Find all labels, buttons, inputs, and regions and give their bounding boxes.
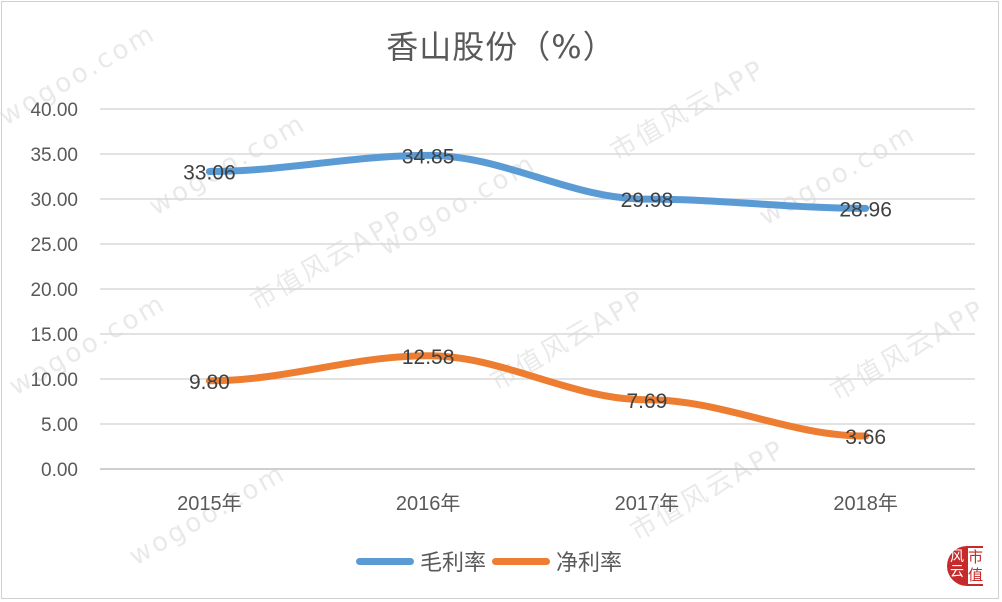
data-label: 9.80	[189, 371, 230, 394]
data-labels: 33.06 34.85 29.98 28.96 9.80 12.58 7.69 3.66	[183, 145, 892, 449]
y-tick-label: 40.00	[30, 100, 78, 121]
y-tick-label: 15.00	[30, 325, 78, 346]
data-label: 12.58	[402, 346, 455, 369]
legend-label: 净利率	[556, 551, 623, 576]
legend-label: 毛利率	[420, 551, 487, 576]
x-tick-label: 2017年	[615, 492, 680, 515]
legend: 毛利率 净利率	[356, 546, 628, 576]
legend-swatch-blue	[356, 557, 414, 565]
legend-item-gross-margin[interactable]: 毛利率	[356, 545, 486, 577]
series-lines	[205, 151, 870, 440]
data-label: 29.98	[621, 189, 674, 212]
y-tick-label: 0.00	[41, 460, 78, 481]
y-tick-label: 20.00	[30, 280, 78, 301]
data-label: 3.66	[845, 426, 886, 449]
data-label: 28.96	[839, 198, 892, 221]
chart-title: 香山股份（%）	[386, 28, 616, 66]
x-axis-ticks: 2015年 2016年 2017年 2018年	[177, 492, 898, 515]
data-label: 34.85	[402, 145, 455, 168]
y-axis-ticks: 0.00 5.00 10.00 15.00 20.00 25.00 30.00 35.00 40…	[30, 100, 78, 481]
y-tick-label: 30.00	[30, 190, 78, 211]
brand-logo: 风云 市 值	[947, 546, 987, 586]
x-tick-label: 2016年	[396, 492, 461, 515]
y-tick-label: 10.00	[30, 370, 78, 391]
x-tick-label: 2015年	[177, 492, 242, 515]
x-tick-label: 2018年	[833, 492, 898, 515]
logo-char: 值	[968, 566, 984, 584]
gridlines	[100, 108, 975, 470]
legend-item-net-margin[interactable]: 净利率	[492, 545, 622, 577]
gross-margin-line	[205, 151, 870, 212]
net-margin-line	[205, 352, 870, 440]
logo-left-text: 风云	[950, 549, 964, 580]
y-tick-label: 25.00	[30, 235, 78, 256]
data-label: 7.69	[626, 390, 667, 413]
y-tick-label: 35.00	[30, 145, 78, 166]
legend-swatch-orange	[492, 557, 551, 565]
y-tick-label: 5.00	[41, 415, 78, 436]
logo-char: 市	[968, 548, 984, 566]
data-label: 33.06	[183, 161, 236, 184]
logo-right-text: 市 值	[968, 548, 986, 584]
